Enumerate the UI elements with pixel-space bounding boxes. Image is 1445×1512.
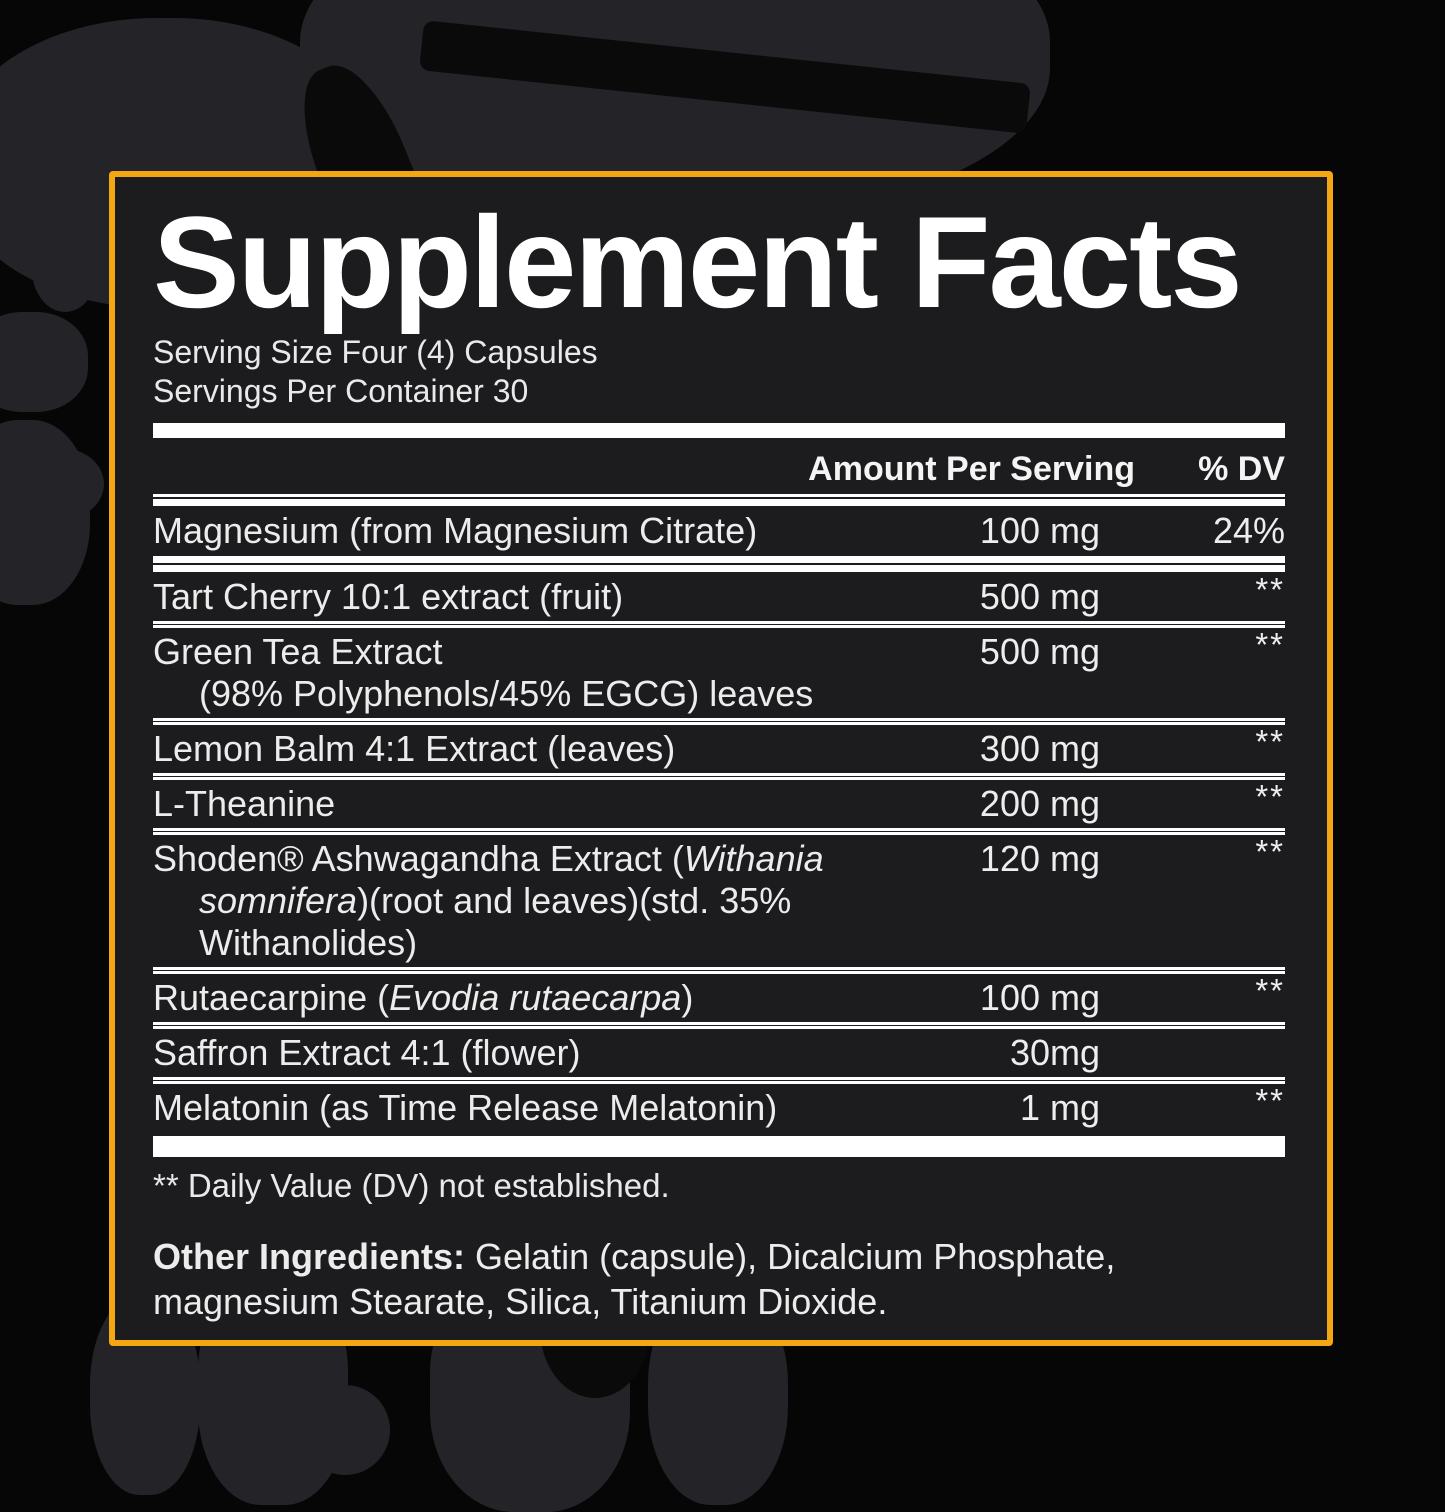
amount-cell: 30mg [1009, 1032, 1100, 1073]
table-row: L-Theanine 200 mg ** [153, 778, 1285, 827]
table-row: Green Tea Extract (98% Polyphenols/45% EG… [153, 626, 1285, 717]
dv-cell: ** [1255, 778, 1285, 815]
ingredient-name: Rutaecarpine (Evodia rutaecarpa) [153, 977, 930, 1019]
serving-size: Serving Size Four (4) Capsules [153, 334, 598, 370]
row-separator [153, 828, 1285, 835]
ingredient-name-line: Withanolides) [199, 922, 418, 963]
ingredient-name-line: Lemon Balm 4:1 Extract (leaves) [153, 728, 676, 769]
dv-cell: ** [1255, 833, 1285, 870]
table-row: Melatonin (as Time Release Melatonin) 1 m… [153, 1082, 1285, 1131]
row-separator [153, 967, 1285, 974]
dv-cell: ** [1255, 1082, 1285, 1119]
facts-rows: Magnesium (from Magnesium Citrate) 100 mg… [153, 508, 1285, 1131]
other-ingredients-text: Gelatin (capsule), Dicalcium Phosphate, … [153, 1236, 1116, 1322]
background-blob [18, 448, 104, 520]
divider-bar-top [153, 423, 1285, 438]
ingredient-name: Lemon Balm 4:1 Extract (leaves) [153, 728, 930, 770]
amount-cell: 200 mg [979, 783, 1100, 824]
dv-cell: ** [1255, 723, 1285, 760]
amount-cell: 500 mg [979, 576, 1100, 617]
divider-bar-bottom [153, 1136, 1285, 1157]
background-blob [300, 1385, 390, 1475]
table-row: Tart Cherry 10:1 extract (fruit) 500 mg ** [153, 571, 1285, 620]
dv-cell: ** [1255, 972, 1285, 1009]
background-blob [44, 266, 90, 296]
ingredient-name: Saffron Extract 4:1 (flower) [153, 1032, 930, 1074]
amount-cell: 100 mg [979, 977, 1100, 1018]
amount-cell: 100 mg [979, 510, 1100, 551]
ingredient-name-line: L-Theanine [153, 783, 336, 824]
ingredient-name-line: somnifera)(root and leaves)(std. 35% [199, 880, 792, 921]
ingredient-name: Green Tea Extract (98% Polyphenols/45% EG… [153, 631, 930, 715]
row-separator [153, 773, 1285, 780]
divider-bar-header [153, 494, 1285, 506]
panel-title: Supplement Facts [153, 189, 1243, 335]
table-header-row: Amount Per Serving % DV [153, 442, 1285, 494]
row-separator [153, 1022, 1285, 1029]
amount-cell: 300 mg [979, 728, 1100, 769]
servings-per-container: Servings Per Container 30 [153, 373, 529, 409]
table-row: Lemon Balm 4:1 Extract (leaves) 300 mg ** [153, 723, 1285, 772]
table-row: Rutaecarpine (Evodia rutaecarpa) 100 mg ** [153, 972, 1285, 1021]
dv-cell: ** [1255, 626, 1285, 663]
supplement-facts-panel: Supplement Facts Serving Size Four (4) C… [109, 171, 1333, 1346]
page: { "colors": { "page_bg": "#060606", "bac… [0, 0, 1333, 1512]
ingredient-name: Tart Cherry 10:1 extract (fruit) [153, 576, 930, 618]
ingredient-name: Melatonin (as Time Release Melatonin) [153, 1087, 930, 1129]
percent-dv-header: % DV [1198, 450, 1285, 488]
ingredient-name-line: Melatonin (as Time Release Melatonin) [153, 1087, 778, 1128]
table-row: Magnesium (from Magnesium Citrate) 100 mg… [153, 508, 1285, 554]
ingredient-name: L-Theanine [153, 783, 930, 825]
row-separator [153, 556, 1285, 572]
ingredient-name: Shoden® Ashwagandha Extract (Withania som… [153, 838, 930, 964]
amount-per-serving-header: Amount Per Serving [808, 450, 1135, 488]
daily-value-footnote: ** Daily Value (DV) not established. [153, 1167, 670, 1204]
row-separator [153, 1077, 1285, 1084]
amount-cell: 500 mg [979, 631, 1100, 672]
ingredient-name: Magnesium (from Magnesium Citrate) [153, 510, 930, 552]
dv-cell: ** [1255, 571, 1285, 608]
other-ingredients-label: Other Ingredients: [153, 1236, 466, 1277]
ingredient-name-line: Shoden® Ashwagandha Extract (Withania [153, 838, 824, 879]
ingredient-name-line: Rutaecarpine (Evodia rutaecarpa) [153, 977, 694, 1018]
ingredient-name-line: Magnesium (from Magnesium Citrate) [153, 510, 758, 551]
row-separator [153, 621, 1285, 628]
dv-cell: 24% [1212, 510, 1285, 551]
table-row: Saffron Extract 4:1 (flower) 30mg [153, 1030, 1285, 1076]
ingredient-name-line: (98% Polyphenols/45% EGCG) leaves [199, 673, 814, 714]
ingredient-name-line: Tart Cherry 10:1 extract (fruit) [153, 576, 624, 617]
other-ingredients: Other Ingredients: Gelatin (capsule), Di… [153, 1234, 1283, 1324]
table-row: Shoden® Ashwagandha Extract (Withania som… [153, 833, 1285, 966]
amount-cell: 1 mg [1019, 1087, 1100, 1128]
ingredient-name-line: Green Tea Extract [153, 631, 443, 672]
row-separator [153, 718, 1285, 725]
background-blob [0, 312, 88, 412]
ingredient-name-line: Saffron Extract 4:1 (flower) [153, 1032, 581, 1073]
amount-cell: 120 mg [979, 838, 1100, 879]
